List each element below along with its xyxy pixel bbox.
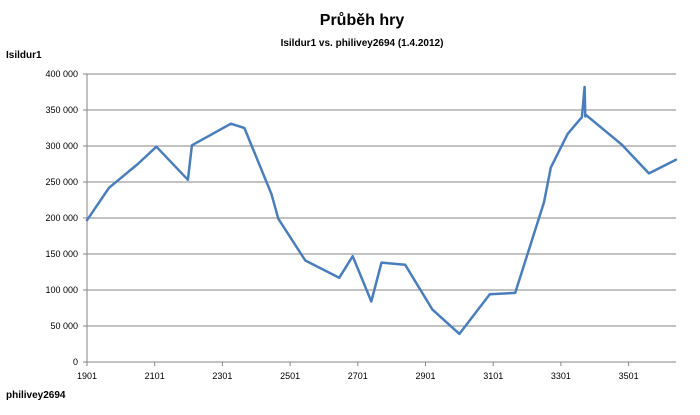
gridlines (87, 73, 676, 327)
x-tick-label: 3301 (551, 371, 571, 381)
x-tick-label: 1901 (77, 371, 97, 381)
x-tick-label: 2301 (212, 371, 232, 381)
y-tick-label: 400 000 (45, 69, 78, 79)
y-tick-label: 50 000 (50, 321, 78, 331)
x-axis-ticks: 1901 2101 2301 2501 2701 2901 3101 3301 3501 (77, 371, 639, 381)
x-tick-label: 2101 (145, 371, 165, 381)
x-tick-label: 3501 (619, 371, 639, 381)
chart-title: Průběh hry (320, 12, 405, 29)
series-group (85, 85, 678, 336)
x-axis-label: philivey2694 (6, 390, 66, 401)
y-axis-label: Isildur1 (6, 50, 42, 61)
y-axis-ticks: 0 50 000 100 000 150 000 200 000 250 000 300 0… (45, 69, 78, 367)
x-tick-label: 2501 (280, 371, 300, 381)
series-line (85, 85, 678, 336)
axes (83, 73, 676, 366)
y-tick-label: 200 000 (45, 213, 78, 223)
x-tick-label: 3101 (483, 371, 503, 381)
chart-subtitle: Isildur1 vs. philivey2694 (1.4.2012) (281, 38, 444, 49)
x-tick-label: 2901 (415, 371, 435, 381)
y-tick-label: 350 000 (45, 105, 78, 115)
y-tick-label: 150 000 (45, 249, 78, 259)
y-tick-label: 300 000 (45, 141, 78, 151)
y-tick-label: 0 (73, 357, 78, 367)
y-tick-label: 100 000 (45, 285, 78, 295)
y-tick-label: 250 000 (45, 177, 78, 187)
x-tick-label: 2701 (348, 371, 368, 381)
